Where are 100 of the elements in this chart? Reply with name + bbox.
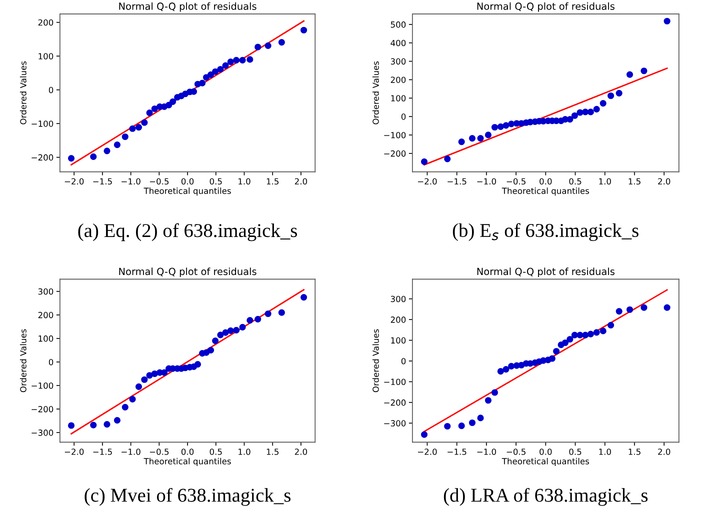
x-tick-label: −2.0 [64, 178, 84, 185]
point [444, 422, 451, 430]
point [114, 417, 120, 424]
y-tick-label: −200 [32, 406, 54, 412]
point [576, 332, 584, 338]
chart-title: Normal Q-Q plot of residuals [477, 2, 614, 12]
point [616, 308, 622, 315]
y-tick-label: 0 [401, 358, 406, 364]
point [169, 98, 176, 105]
point [571, 112, 578, 119]
x-tick-label: 0.5 [569, 448, 582, 455]
point [566, 336, 574, 343]
point [587, 108, 594, 116]
x-tick-label: −1.0 [477, 448, 496, 455]
y-axis-title: Ordered Values [372, 61, 379, 124]
point [664, 18, 670, 24]
point [420, 158, 428, 165]
text: (b) E$_{s}$ of 638.imagick_s [452, 223, 638, 242]
point [239, 56, 246, 64]
y-tick-label: 100 [38, 335, 54, 342]
point [626, 306, 634, 313]
y-tick-label: 400 [390, 40, 406, 46]
point [518, 362, 525, 368]
point [122, 404, 128, 410]
point [207, 346, 214, 354]
y-tick-label: 0 [48, 358, 54, 366]
x-tick-label: −0.5 [506, 178, 526, 185]
point [122, 133, 128, 140]
y-tick-label: −200 [384, 150, 406, 157]
point [582, 332, 589, 338]
point [278, 38, 285, 46]
point [582, 108, 589, 116]
point [593, 329, 600, 336]
point [146, 372, 153, 379]
point [300, 26, 308, 34]
point [90, 153, 97, 160]
point [444, 156, 451, 162]
point [114, 142, 120, 148]
y-tick-label: −300 [384, 420, 406, 426]
point [104, 421, 110, 428]
x-axis-title: Theoretical quantiles [502, 458, 590, 466]
point [151, 105, 158, 112]
y-tick-label: −200 [384, 399, 406, 406]
point [600, 100, 606, 107]
x-tick-label: −2.0 [418, 178, 437, 185]
point [246, 56, 254, 63]
point [129, 396, 136, 402]
text: (d) LRA of 638.imagick_s [444, 488, 648, 506]
point [548, 355, 556, 362]
x-tick-label: −1.0 [477, 178, 496, 185]
point [194, 361, 202, 368]
x-tick-label: 2.0 [658, 178, 670, 185]
point [502, 122, 510, 129]
x-axis-title: Theoretical quantiles [144, 458, 231, 466]
point [141, 119, 148, 126]
point [300, 294, 308, 301]
y-tick-label: 300 [390, 58, 406, 65]
point [491, 124, 498, 131]
y-tick-label: −300 [32, 430, 54, 436]
point [146, 109, 153, 116]
y-tick-label: 100 [38, 53, 54, 60]
point [587, 330, 594, 338]
x-tick-label: 0.5 [210, 448, 222, 455]
point [497, 368, 504, 375]
point [246, 317, 254, 324]
x-tick-label: 1.5 [628, 178, 640, 185]
point [68, 422, 75, 429]
y-tick-label: −100 [384, 132, 406, 138]
point [104, 148, 110, 154]
point [90, 422, 97, 428]
point [484, 397, 492, 404]
x-tick-label: 1.5 [266, 178, 278, 185]
x-tick-label: 0.0 [181, 448, 194, 455]
point [566, 116, 574, 123]
point [468, 135, 476, 142]
x-tick-label: 0.5 [569, 178, 582, 185]
y-tick-label: −100 [32, 120, 54, 127]
y-tick-label: 100 [391, 95, 406, 102]
x-tick-label: 1.0 [238, 448, 250, 455]
point [458, 138, 465, 146]
x-axis-title: Theoretical quantiles [144, 188, 231, 196]
chart-title: Normal Q-Q plot of residuals [119, 268, 256, 278]
point [198, 80, 206, 86]
point [562, 339, 569, 346]
point [608, 322, 614, 328]
point [227, 327, 234, 334]
y-tick-label: −100 [384, 378, 406, 385]
y-tick-label: 200 [390, 316, 406, 323]
chart-title: Normal Q-Q plot of residuals [119, 2, 256, 12]
point [202, 74, 210, 81]
point [212, 68, 219, 75]
point [477, 414, 484, 422]
x-tick-label: 1.5 [628, 448, 640, 455]
point [222, 329, 229, 336]
point [664, 304, 670, 311]
point [600, 328, 606, 334]
point [553, 348, 560, 355]
point [458, 422, 465, 430]
point [508, 362, 515, 370]
point [420, 431, 428, 438]
